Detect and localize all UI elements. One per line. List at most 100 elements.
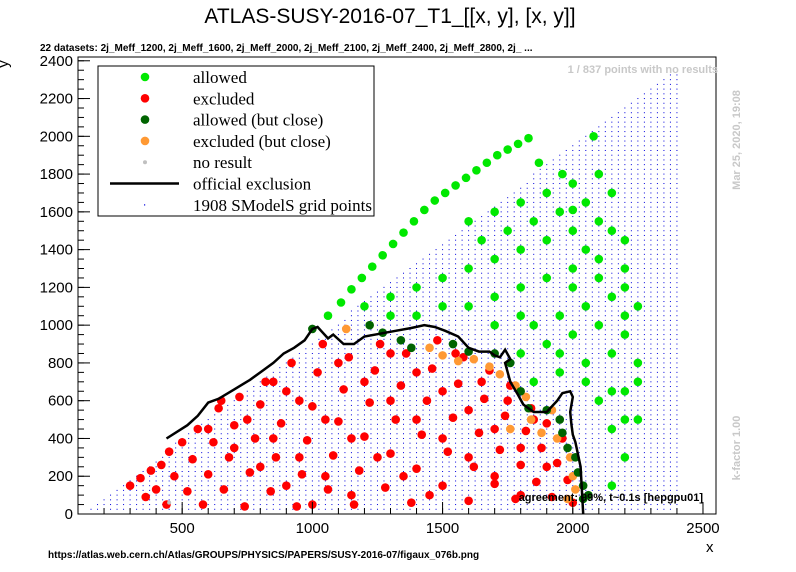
grid-point bbox=[546, 471, 548, 473]
grid-point bbox=[389, 371, 391, 373]
grid-point bbox=[539, 225, 541, 227]
grid-point bbox=[572, 362, 574, 364]
grid-point bbox=[591, 244, 593, 246]
grid-point bbox=[481, 404, 483, 406]
grid-point bbox=[409, 437, 411, 439]
grid-point bbox=[448, 315, 450, 317]
grid-point bbox=[539, 485, 541, 487]
grid-point bbox=[455, 310, 457, 312]
grid-point bbox=[630, 348, 632, 350]
grid-point bbox=[129, 480, 131, 482]
grid-point bbox=[455, 319, 457, 321]
grid-point bbox=[676, 249, 678, 251]
grid-point bbox=[578, 225, 580, 227]
grid-point bbox=[324, 433, 326, 435]
grid-point bbox=[468, 400, 470, 402]
grid-point bbox=[240, 414, 242, 416]
grid-point bbox=[259, 423, 261, 425]
grid-point bbox=[214, 447, 216, 449]
grid-point bbox=[656, 447, 658, 449]
grid-point bbox=[650, 201, 652, 203]
grid-point bbox=[481, 428, 483, 430]
grid-point bbox=[617, 390, 619, 392]
grid-point bbox=[650, 315, 652, 317]
grid-point bbox=[188, 437, 190, 439]
grid-point bbox=[637, 126, 639, 128]
grid-point bbox=[604, 220, 606, 222]
grid-point bbox=[253, 456, 255, 458]
grid-point bbox=[363, 414, 365, 416]
grid-point bbox=[422, 357, 424, 359]
grid-point bbox=[468, 437, 470, 439]
grid-point bbox=[585, 263, 587, 265]
grid-point bbox=[162, 471, 164, 473]
allowed-point bbox=[477, 235, 486, 245]
grid-point bbox=[494, 419, 496, 421]
grid-point bbox=[448, 367, 450, 369]
grid-point bbox=[227, 466, 229, 468]
grid-point bbox=[409, 338, 411, 340]
grid-point bbox=[663, 239, 665, 241]
grid-point bbox=[663, 357, 665, 359]
grid-point bbox=[494, 305, 496, 307]
grid-point bbox=[617, 310, 619, 312]
grid-point bbox=[507, 480, 509, 482]
grid-point bbox=[604, 183, 606, 185]
grid-point bbox=[656, 475, 658, 477]
grid-point bbox=[630, 414, 632, 416]
grid-point bbox=[227, 433, 229, 435]
grid-point bbox=[546, 414, 548, 416]
grid-point bbox=[637, 475, 639, 477]
grid-point bbox=[585, 206, 587, 208]
grid-point bbox=[422, 348, 424, 350]
grid-point bbox=[585, 352, 587, 354]
grid-point bbox=[617, 234, 619, 236]
grid-point bbox=[233, 480, 235, 482]
grid-point bbox=[487, 324, 489, 326]
grid-point bbox=[227, 471, 229, 473]
grid-point bbox=[578, 154, 580, 156]
excluded-point bbox=[443, 447, 453, 456]
grid-point bbox=[409, 466, 411, 468]
grid-point bbox=[344, 352, 346, 354]
grid-point bbox=[565, 409, 567, 411]
grid-point bbox=[604, 197, 606, 199]
grid-point bbox=[324, 485, 326, 487]
grid-point bbox=[116, 489, 118, 491]
grid-point bbox=[526, 475, 528, 477]
allowed-point bbox=[524, 133, 533, 143]
grid-point bbox=[591, 475, 593, 477]
y-tick-label: 600 bbox=[48, 393, 73, 410]
grid-point bbox=[396, 395, 398, 397]
grid-point bbox=[383, 348, 385, 350]
grid-point bbox=[487, 301, 489, 303]
grid-point bbox=[194, 508, 196, 510]
grid-point bbox=[429, 489, 431, 491]
grid-point bbox=[643, 135, 645, 137]
grid-point bbox=[676, 357, 678, 359]
grid-point bbox=[520, 258, 522, 260]
grid-point bbox=[409, 371, 411, 373]
grid-point bbox=[370, 489, 372, 491]
allowed-close-point bbox=[563, 443, 572, 453]
grid-point bbox=[598, 376, 600, 378]
grid-point bbox=[468, 234, 470, 236]
grid-point bbox=[292, 357, 294, 359]
grid-point bbox=[487, 268, 489, 270]
grid-point bbox=[604, 211, 606, 213]
grid-point bbox=[643, 145, 645, 147]
grid-point bbox=[611, 183, 613, 185]
grid-point bbox=[630, 352, 632, 354]
grid-point bbox=[507, 291, 509, 293]
grid-point bbox=[409, 315, 411, 317]
grid-point bbox=[435, 282, 437, 284]
grid-point bbox=[663, 192, 665, 194]
grid-point bbox=[442, 494, 444, 496]
grid-point bbox=[448, 485, 450, 487]
grid-point bbox=[572, 367, 574, 369]
grid-point bbox=[110, 494, 112, 496]
grid-point bbox=[474, 499, 476, 501]
grid-point bbox=[435, 263, 437, 265]
grid-point bbox=[637, 258, 639, 260]
grid-point bbox=[383, 390, 385, 392]
